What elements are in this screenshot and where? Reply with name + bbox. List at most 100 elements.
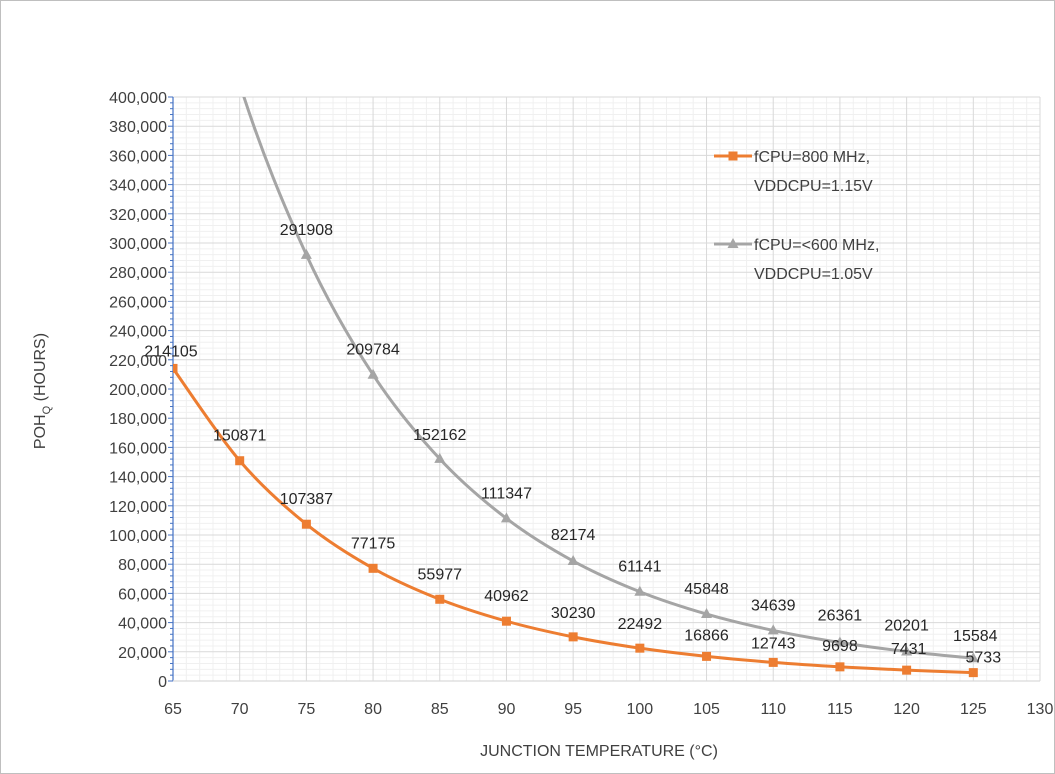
y-tick-label: 60,000 [118,586,167,603]
data-label: 5733 [966,650,1002,667]
data-label: 12743 [751,635,796,652]
y-tick-label: 300,000 [109,236,167,253]
data-point-marker [235,456,245,466]
data-label: 16866 [684,627,729,644]
data-point-marker [568,632,578,642]
data-point-marker [234,78,245,88]
x-axis-title: JUNCTION TEMPERATURE (°C) [480,743,718,760]
x-tick-label: 75 [297,701,315,718]
data-label: 82174 [551,527,596,544]
data-label: 45848 [684,581,729,598]
data-point-marker [500,512,512,523]
y-tick-label: 220,000 [109,353,167,370]
data-point-marker [301,519,311,529]
y-tick-label: 200,000 [109,382,167,399]
x-tick-label: 80 [364,701,382,718]
x-tick-labels: 65 70 75 80 85 90 95 100 105 110 115 120 125 130 [164,701,1053,718]
y-tick-labels: 0 20,000 40,000 60,000 80,000 100,000 120,000 1… [109,90,167,691]
data-point-marker [567,555,579,566]
series-layer [173,78,979,678]
y-tick-label: 160,000 [109,440,167,457]
y-tick-label: 320,000 [109,207,167,224]
data-point-marker [901,645,913,656]
data-point-marker [834,636,846,647]
data-point-marker [434,452,446,463]
data-point-marker [635,643,645,653]
data-label: 15584 [953,628,998,645]
legend-label: VDDCPU=1.05V [754,266,873,283]
x-tick-label: 130 [1027,701,1054,718]
data-label: 26361 [818,608,863,625]
axes [168,96,1040,682]
data-label: 150871 [213,428,266,445]
y-tick-label: 360,000 [109,148,167,165]
legend-label: fCPU=800 MHz, [754,149,870,166]
data-point-marker [768,657,778,667]
y-tick-label: 400,000 [109,90,167,107]
data-label: 7431 [891,641,927,658]
x-tick-label: 120 [893,701,920,718]
data-label: 291908 [280,222,333,239]
data-label: 40962 [484,588,529,605]
data-point-marker [835,662,845,672]
y-tick-label: 20,000 [118,645,167,662]
data-label: 22492 [618,616,663,633]
data-label: 55977 [418,566,463,583]
x-tick-label: 95 [564,701,582,718]
data-label: 61141 [618,559,661,576]
x-tick-label: 100 [626,701,653,718]
data-label: 77175 [351,535,396,552]
data-point-marker [701,608,713,619]
x-tick-label: 125 [960,701,987,718]
x-tick-label: 115 [827,701,853,718]
data-point-marker [767,624,779,635]
y-tick-label: 80,000 [118,557,167,574]
x-tick-label: 110 [760,701,786,718]
y-tick-label: 260,000 [109,294,167,311]
data-label: 30230 [551,605,596,622]
data-point-marker [967,652,979,663]
y-tick-label: 0 [158,674,167,691]
data-label: 20201 [884,618,929,635]
x-tick-label: 90 [498,701,516,718]
legend-marker [727,238,739,248]
data-point-marker [501,616,511,626]
y-tick-label: 380,000 [109,119,167,136]
y-tick-label: 100,000 [109,528,167,545]
legend-label: VDDCPU=1.15V [754,178,873,195]
data-label: 9698 [822,638,858,655]
y-tick-label: 340,000 [109,178,167,195]
data-point-marker [968,668,978,678]
y-axis-title: POHQ (HOURS) [32,333,53,449]
data-point-marker [435,594,445,604]
x-tick-label: 65 [164,701,182,718]
legend-marker [728,151,738,161]
data-labels: 214105 150871 107387 77175 55977 40962 30230 22… [144,222,1001,667]
major-gridlines [173,96,1041,681]
y-tick-label: 140,000 [109,470,167,487]
x-tick-label: 70 [231,701,249,718]
y-tick-label: 280,000 [109,265,167,282]
data-point-marker [902,665,912,675]
y-tick-label: 240,000 [109,324,167,341]
y-tick-label: 40,000 [118,616,167,633]
legend-label: fCPU=<600 MHz, [754,237,879,254]
data-label: 152162 [413,427,466,444]
y-tick-label: 180,000 [109,411,167,428]
data-label: 111347 [481,485,532,502]
data-point-marker [300,248,312,259]
data-label: 34639 [751,597,796,614]
data-label: 107387 [280,491,333,508]
x-tick-label: 85 [431,701,449,718]
legend: fCPU=800 MHz, VDDCPU=1.15V fCPU=<600 MHz, V… [714,149,879,283]
data-point-marker [702,651,712,661]
x-tick-label: 105 [693,701,720,718]
data-point-marker [634,585,646,596]
data-label: 209784 [346,342,399,359]
data-point-marker [368,563,378,573]
data-point-marker [173,363,178,373]
y-tick-label: 120,000 [109,499,167,516]
data-label: 214105 [144,343,197,360]
